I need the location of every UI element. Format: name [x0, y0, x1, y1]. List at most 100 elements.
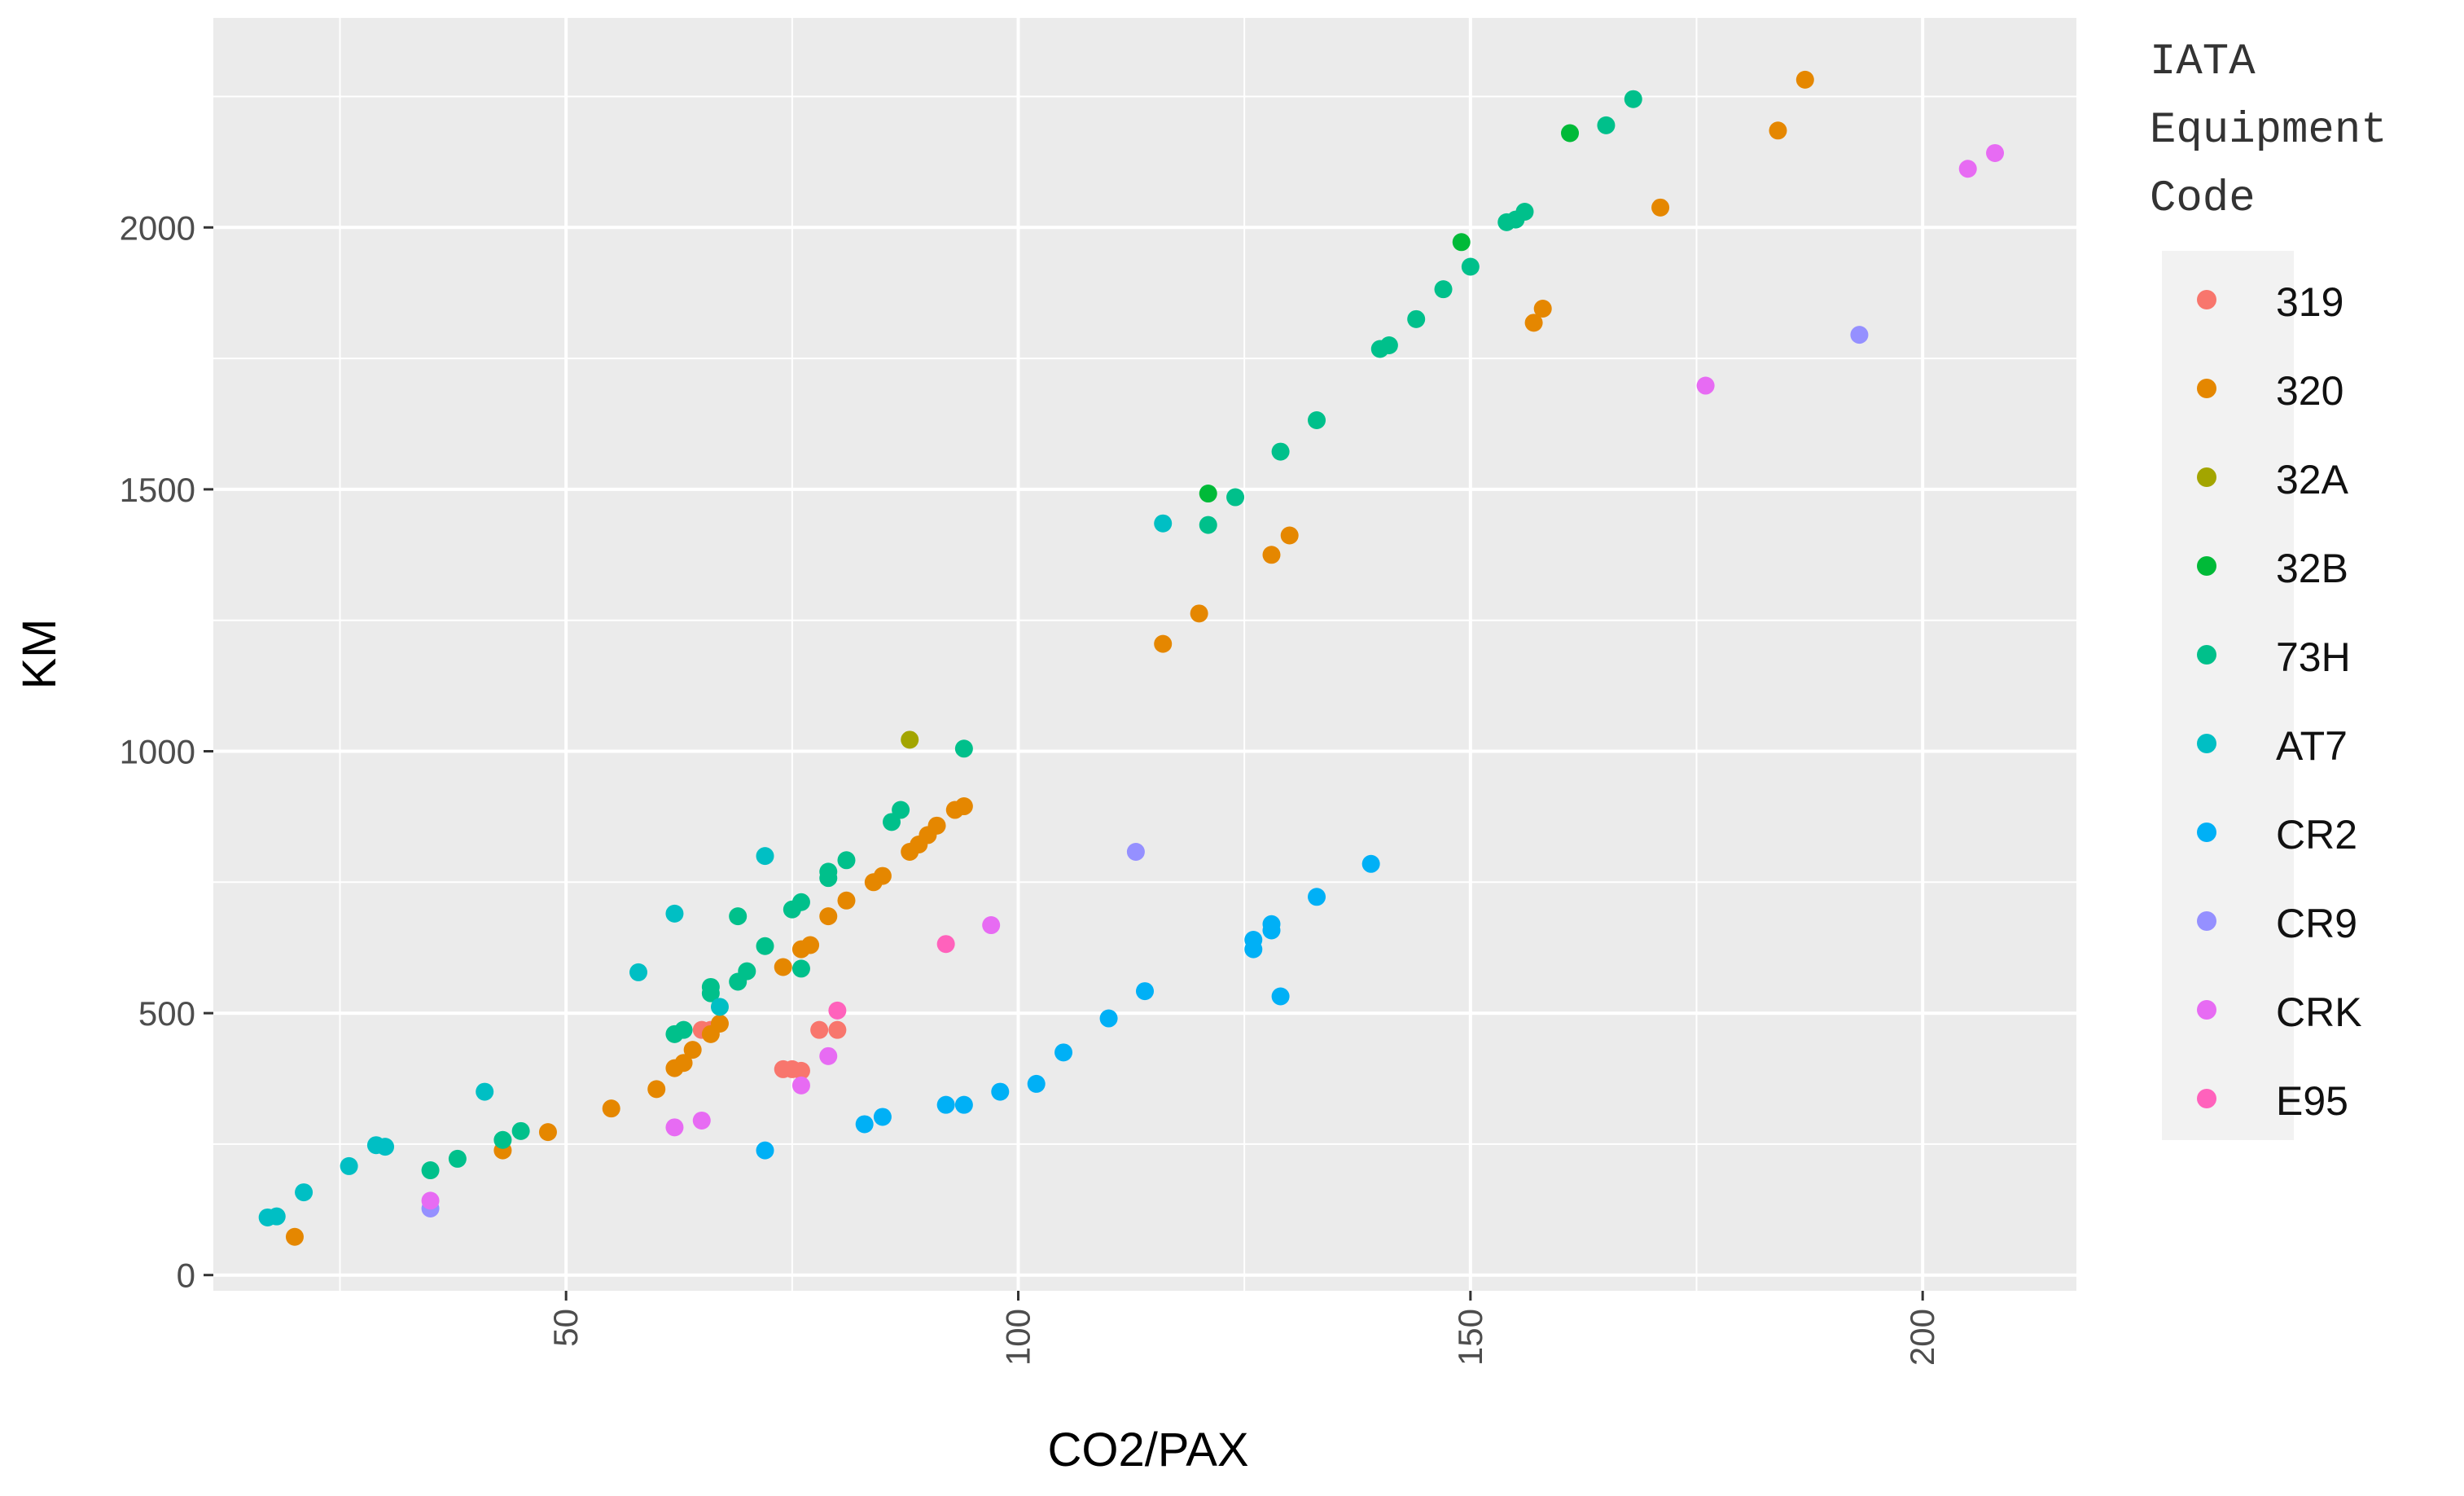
- legend-title: IATA Equipment Code: [2150, 37, 2387, 224]
- legend-item-320: 320: [2197, 368, 2343, 414]
- data-point-320: [1262, 546, 1281, 564]
- legend-title-text: IATA Equipment Code: [2150, 37, 2387, 224]
- data-point-CR2: [936, 1095, 955, 1114]
- data-point-320: [1524, 314, 1543, 332]
- data-point-320: [1280, 526, 1299, 545]
- data-point-73H: [1271, 442, 1290, 461]
- data-point-320: [801, 936, 820, 954]
- x-axis-title: CO2/PAX: [1047, 1424, 1248, 1476]
- y-tick-label: 2000: [120, 208, 195, 247]
- legend-label: AT7: [2276, 723, 2348, 769]
- data-point-CR2: [1027, 1074, 1046, 1093]
- data-point-320: [774, 958, 792, 976]
- data-point-320: [683, 1041, 702, 1059]
- y-tick-label: 1000: [120, 732, 195, 770]
- data-point-73H: [756, 937, 774, 955]
- data-point-73H: [1515, 202, 1534, 221]
- data-point-73H: [892, 801, 910, 819]
- data-point-AT7: [756, 847, 774, 866]
- data-point-CRK: [1958, 160, 1977, 178]
- data-point-73H: [1597, 116, 1616, 134]
- data-point-73H: [448, 1149, 467, 1168]
- legend-item-32A: 32A: [2197, 457, 2349, 502]
- data-point-320: [1154, 634, 1173, 653]
- data-point-320: [674, 1054, 693, 1073]
- legend-item-CR2: CR2: [2197, 812, 2357, 858]
- legend-key-CR9: [2197, 911, 2216, 931]
- data-point-320: [1190, 604, 1208, 623]
- data-point-320: [710, 1014, 729, 1033]
- legend-item-AT7: AT7: [2197, 723, 2348, 769]
- data-point-AT7: [476, 1082, 494, 1101]
- data-point-AT7: [295, 1183, 313, 1202]
- data-point-CR2: [1361, 854, 1380, 873]
- data-point-73H: [511, 1121, 530, 1140]
- legend-key-CR2: [2197, 823, 2216, 842]
- legend-label: CRK: [2276, 989, 2362, 1035]
- data-point-320: [1795, 70, 1814, 89]
- legend-label: 32B: [2276, 546, 2348, 591]
- legend-item-E95: E95: [2197, 1078, 2348, 1124]
- data-point-CR2: [756, 1141, 774, 1160]
- axis-ticks: [204, 226, 1924, 1301]
- data-point-320: [954, 797, 973, 816]
- legend-label: E95: [2276, 1078, 2348, 1124]
- data-point-320: [837, 891, 856, 910]
- data-point-320: [1533, 299, 1552, 318]
- legend-key-32A: [2197, 467, 2216, 487]
- legend-key-CRK: [2197, 1000, 2216, 1020]
- data-point-73H: [421, 1161, 440, 1180]
- legend-key-32B: [2197, 556, 2216, 576]
- data-point-320: [647, 1080, 666, 1099]
- legend-item-32B: 32B: [2197, 546, 2348, 591]
- data-point-320: [602, 1099, 620, 1118]
- data-point-319: [791, 1061, 810, 1080]
- major-gridlines: [213, 18, 2076, 1291]
- legend-item-319: 319: [2197, 279, 2343, 325]
- data-point-320: [1651, 198, 1670, 217]
- data-point-AT7: [376, 1138, 395, 1156]
- data-point-CR2: [1262, 915, 1281, 933]
- y-tick-label: 0: [177, 1257, 195, 1295]
- y-tick-label: 1500: [120, 471, 195, 509]
- data-point-AT7: [267, 1207, 286, 1226]
- data-point-32B: [1561, 124, 1580, 143]
- data-point-32B: [1199, 485, 1217, 503]
- data-point-CR2: [1271, 987, 1290, 1006]
- data-point-CR9: [1850, 326, 1869, 344]
- data-point-CR2: [873, 1108, 892, 1126]
- data-point-73H: [791, 893, 810, 911]
- legend-label: 320: [2276, 368, 2343, 414]
- panel-background: [213, 18, 2076, 1291]
- data-point-CRK: [421, 1191, 440, 1210]
- legend-key-320: [2197, 379, 2216, 398]
- x-tick-label: 100: [999, 1309, 1037, 1366]
- legend-key-background: [2162, 251, 2294, 1140]
- legend-label: CR2: [2276, 812, 2357, 858]
- data-point-73H: [1461, 257, 1480, 276]
- data-point-CRK: [692, 1111, 711, 1130]
- data-point-319: [810, 1020, 829, 1039]
- data-point-E95: [936, 935, 955, 954]
- data-point-CR2: [1308, 888, 1326, 906]
- data-point-AT7: [665, 904, 684, 923]
- legend-label: CR9: [2276, 901, 2357, 946]
- data-point-73H: [701, 977, 720, 996]
- data-point-320: [538, 1123, 557, 1142]
- data-point-73H: [1434, 280, 1453, 299]
- data-point-73H: [954, 739, 973, 758]
- data-point-73H: [1308, 410, 1326, 429]
- data-point-CRK: [791, 1076, 810, 1095]
- data-point-320: [873, 866, 892, 885]
- data-point-CRK: [665, 1118, 684, 1137]
- legend-item-CRK: CRK: [2197, 989, 2362, 1035]
- legend-key-E95: [2197, 1089, 2216, 1108]
- data-point-320: [927, 816, 946, 835]
- y-axis-title: KM: [13, 619, 66, 690]
- data-point-319: [828, 1020, 847, 1039]
- data-points: [258, 70, 2005, 1246]
- legend-label: 32A: [2276, 457, 2349, 502]
- data-point-CRK: [982, 916, 1001, 935]
- data-point-73H: [738, 962, 756, 981]
- data-point-CRK: [819, 1046, 838, 1065]
